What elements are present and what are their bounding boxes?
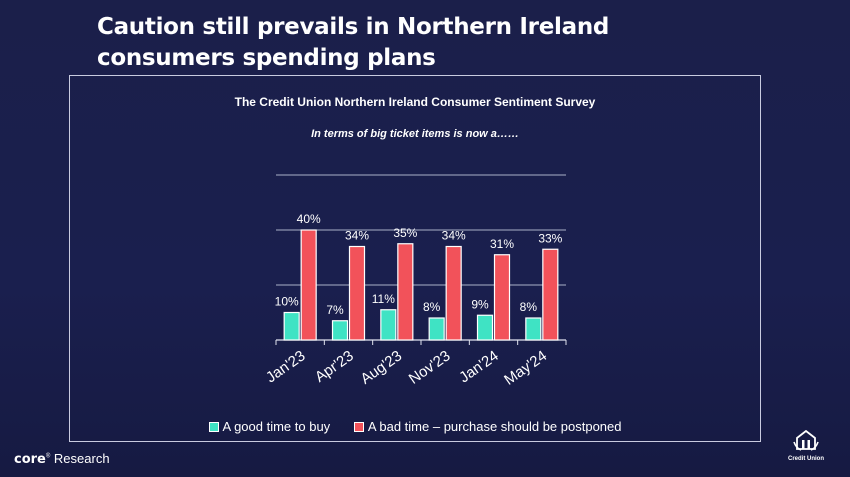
data-label: 10% bbox=[275, 295, 299, 309]
bar-bad-time bbox=[348, 245, 366, 341]
bar-chart: 10% 40% Jan'23 7% 34% Apr'23 11% 35% Aug'23 8% 34%… bbox=[263, 174, 567, 389]
credit-union-logo: Credit Union bbox=[778, 429, 834, 462]
slide-title: Caution still prevails in Northern Irela… bbox=[97, 12, 657, 74]
bar-good-time bbox=[283, 311, 300, 341]
core-logo-word: core bbox=[14, 452, 46, 467]
legend-label-good: A good time to buy bbox=[222, 419, 331, 434]
data-label: 9% bbox=[471, 297, 489, 311]
chart-panel: The Credit Union Northern Ireland Consum… bbox=[69, 75, 761, 442]
data-label: 31% bbox=[490, 237, 514, 251]
bar-bad-time bbox=[445, 245, 462, 341]
x-tick-label: Jan'24 bbox=[456, 347, 502, 386]
credit-union-label: Credit Union bbox=[788, 456, 824, 462]
legend-swatch-bad bbox=[353, 422, 364, 432]
legend-item-bad: A bad time – purchase should be postpone… bbox=[353, 419, 622, 434]
credit-union-emblem-icon bbox=[793, 429, 819, 451]
bar-bad-time bbox=[397, 243, 414, 341]
x-tick-label: Jan'23 bbox=[263, 347, 309, 386]
core-logo-suffix: Research bbox=[53, 451, 110, 466]
bar-good-time bbox=[428, 317, 445, 341]
chart-legend: A good time to buy A bad time – purchase… bbox=[70, 419, 760, 434]
data-label: 8% bbox=[520, 300, 538, 314]
bar-good-time bbox=[476, 314, 494, 341]
data-label: 7% bbox=[326, 303, 344, 317]
x-tick-label: Apr'23 bbox=[312, 347, 357, 386]
data-label: 8% bbox=[423, 300, 441, 314]
survey-question: In terms of big ticket items is now a…… bbox=[311, 128, 519, 140]
bar-bad-time bbox=[493, 254, 511, 341]
bar-good-time bbox=[331, 320, 349, 341]
slide-title-line-1: Caution still prevails in Northern Irela… bbox=[97, 14, 610, 40]
data-label: 33% bbox=[538, 231, 562, 245]
legend-swatch-good bbox=[208, 422, 219, 432]
bar-good-time bbox=[380, 309, 397, 341]
survey-title: The Credit Union Northern Ireland Consum… bbox=[234, 95, 596, 109]
legend-label-bad: A bad time – purchase should be postpone… bbox=[367, 419, 622, 434]
x-tick-label: Nov'23 bbox=[406, 347, 454, 387]
core-research-logo: core® Research bbox=[14, 451, 110, 467]
legend-item-good: A good time to buy bbox=[208, 419, 331, 434]
x-tick-label: May'24 bbox=[501, 347, 550, 388]
data-label: 11% bbox=[372, 292, 395, 306]
slide-title-line-2: consumers spending plans bbox=[97, 45, 436, 71]
bar-bad-time bbox=[300, 229, 317, 341]
x-tick-label: Aug'23 bbox=[357, 347, 405, 387]
data-label: 40% bbox=[297, 212, 321, 226]
bar-bad-time bbox=[542, 248, 559, 341]
data-label: 34% bbox=[345, 229, 369, 243]
data-label: 35% bbox=[393, 226, 417, 240]
bar-good-time bbox=[525, 317, 542, 341]
data-label: 34% bbox=[442, 229, 466, 243]
